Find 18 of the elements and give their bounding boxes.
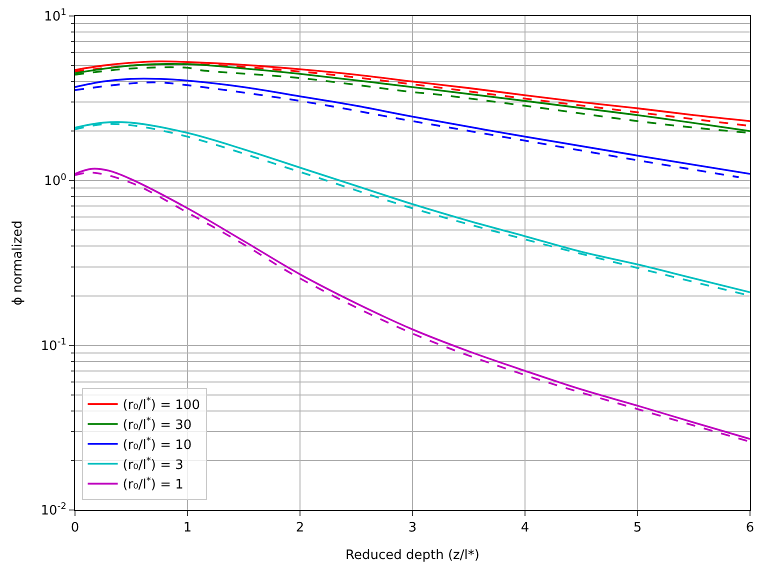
legend-label: (r₀/l$^{*}$) = 1 xyxy=(122,476,184,493)
x-tick-label: 4 xyxy=(520,520,530,536)
y-tick-label: 10$^{-2}$ xyxy=(40,502,66,519)
legend-label: (r₀/l$^{*}$) = 30 xyxy=(122,416,192,434)
x-tick-label: 2 xyxy=(296,520,304,536)
x-tick-label: 1 xyxy=(183,520,192,536)
y-tick-label: 10$^{-1}$ xyxy=(40,337,66,354)
legend-label: (r₀/l$^{*}$) = 10 xyxy=(122,436,192,453)
y-axis-title: ϕ normalized xyxy=(10,220,26,306)
x-tick-label: 3 xyxy=(408,520,417,536)
legend-label: (r₀/l$^{*}$) = 3 xyxy=(122,456,184,473)
x-tick-label: 6 xyxy=(746,520,754,536)
y-tick-label: 10$^{0}$ xyxy=(44,172,67,190)
x-tick-label: 0 xyxy=(70,520,80,536)
x-tick-label: 5 xyxy=(633,520,642,536)
x-axis-title: Reduced depth (z/l*) xyxy=(346,548,480,564)
legend-label: (r₀/l$^{*}$) = 100 xyxy=(122,396,200,414)
y-tick-label: 10$^{1}$ xyxy=(44,8,66,25)
